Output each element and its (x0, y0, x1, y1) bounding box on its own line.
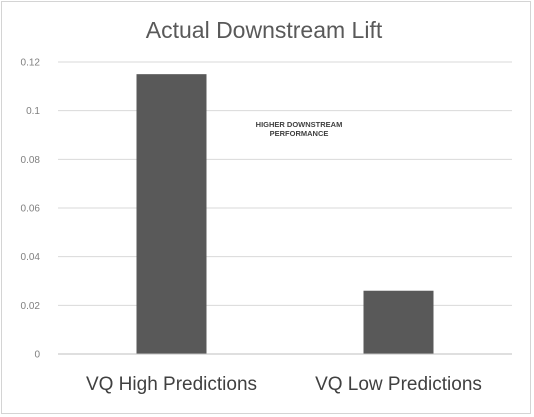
y-tick-label: 0.06 (21, 204, 41, 215)
y-axis-tick-labels: 0 0.02 0.04 0.06 0.08 0.1 0.12 (21, 58, 41, 361)
bar-1 (363, 290, 434, 354)
annotation: HIGHER DOWNSTREAM PERFORMANCE (256, 120, 343, 138)
x-category-label: VQ High Predictions (86, 374, 257, 395)
y-tick-label: 0.04 (21, 252, 41, 263)
bar-0 (136, 74, 207, 355)
chart-title: Actual Downstream Lift (146, 17, 383, 43)
y-tick-label: 0 (34, 350, 40, 361)
x-category-label: VQ Low Predictions (315, 374, 482, 395)
y-tick-label: 0.1 (26, 106, 40, 117)
x-axis-category-labels: VQ High Predictions VQ Low Predictions (86, 374, 482, 395)
y-tick-label: 0.12 (21, 58, 41, 69)
annotation-line-1: HIGHER DOWNSTREAM (256, 120, 343, 129)
y-tick-label: 0.02 (21, 301, 41, 312)
annotation-line-2: PERFORMANCE (270, 129, 329, 138)
bars (136, 74, 434, 355)
y-tick-label: 0.08 (21, 155, 41, 166)
gridlines (58, 61, 512, 306)
